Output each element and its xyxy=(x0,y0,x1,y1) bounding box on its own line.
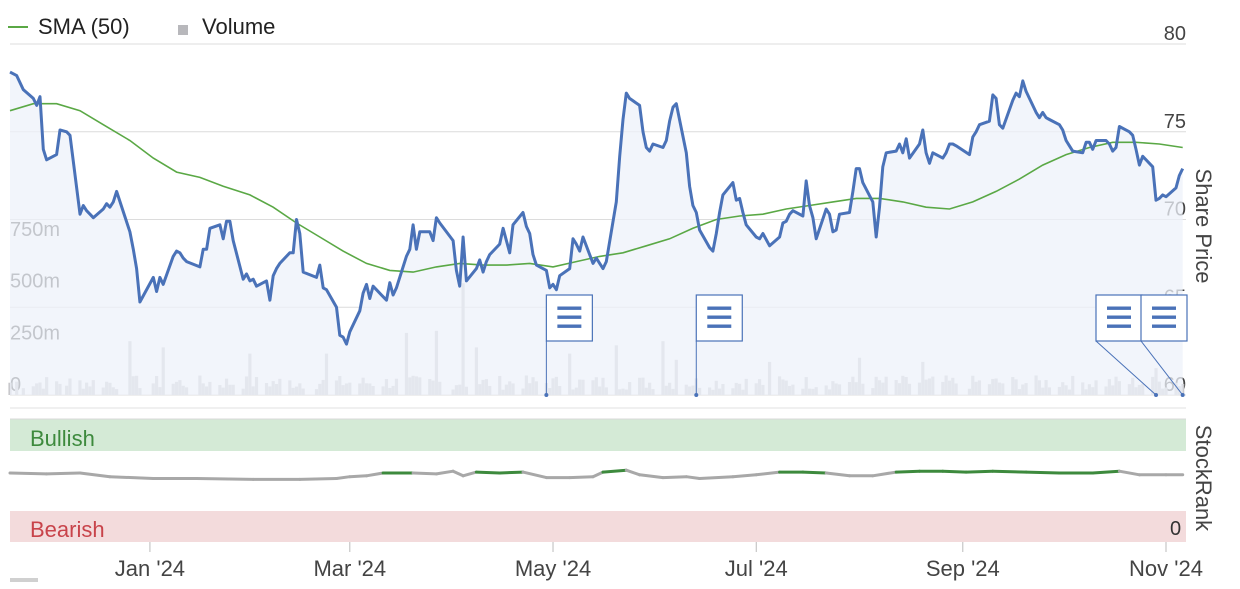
sma-line xyxy=(9,102,1183,273)
news-flag-icon xyxy=(1107,306,1131,328)
stockrank-segment xyxy=(8,471,49,476)
x-tick-label: Jul '24 xyxy=(725,556,788,581)
stockrank-segment xyxy=(348,474,368,479)
news-flag[interactable] xyxy=(694,294,743,397)
price-series xyxy=(9,70,1185,395)
stockrank-segment xyxy=(568,475,595,480)
news-flag-dot xyxy=(694,393,699,397)
news-flag-icon xyxy=(1152,306,1176,328)
news-flag[interactable] xyxy=(544,294,593,397)
share-price-axis-title: Share Price xyxy=(1191,169,1216,284)
stockrank-segment xyxy=(365,471,385,478)
legend-sma-label: SMA (50) xyxy=(38,14,130,39)
share-price-line xyxy=(9,70,1185,346)
stockrank-segment xyxy=(451,469,465,478)
news-flag-icon-bar xyxy=(1152,324,1176,328)
bearish-label: Bearish xyxy=(30,517,105,542)
stockrank-segment xyxy=(1117,469,1141,477)
news-flag-icon-bar xyxy=(1152,306,1176,310)
bullish-label: Bullish xyxy=(30,426,95,451)
chart-legend: SMA (50) Volume xyxy=(0,0,600,60)
stockrank-segment xyxy=(474,470,502,475)
news-flag-icon-bar xyxy=(707,315,732,319)
stockrank-segment xyxy=(801,470,828,475)
stockrank-segment xyxy=(461,470,478,478)
news-flag-icon-bar xyxy=(557,324,582,328)
stockrank-segment xyxy=(411,471,438,476)
news-flag-icon-bar xyxy=(557,315,582,319)
stockrank-segment xyxy=(684,475,702,480)
news-flag[interactable] xyxy=(1095,294,1159,397)
axis-labels: Bullish Bearish 0 Share Price StockRank xyxy=(30,169,1216,542)
news-flag-icon-bar xyxy=(1152,315,1176,319)
stockrank-segment xyxy=(108,475,155,480)
stockrank-segment xyxy=(991,469,1028,474)
news-flag-icon-bar xyxy=(707,306,732,310)
news-flag-icon-bar xyxy=(1107,324,1131,328)
stockrank-bands xyxy=(10,407,1186,542)
news-flag-stem xyxy=(1095,340,1157,396)
news-flag-icon-bar xyxy=(707,324,732,328)
bullish-band xyxy=(10,419,1186,451)
price-tick-label: 75 xyxy=(1164,111,1186,133)
stockrank-segment xyxy=(894,469,921,474)
x-tick-label: Mar '24 xyxy=(313,556,386,581)
stockrank-segment xyxy=(1024,470,1061,475)
stockrank-segment xyxy=(601,468,628,474)
stockrank-segment xyxy=(824,471,851,478)
volume-legend-square-icon xyxy=(178,25,188,35)
x-axis: Jan '24 Mar '24 May '24 Jul '24 Sep '24 Nov '… xyxy=(115,542,1203,581)
news-flag-icon-bar xyxy=(1107,315,1131,319)
news-flag-icon xyxy=(557,306,582,328)
bearish-band xyxy=(10,511,1186,542)
news-flag-icon xyxy=(707,306,732,328)
stockrank-segment xyxy=(591,470,605,479)
news-flag-dot xyxy=(1180,393,1185,397)
stockrank-segment xyxy=(941,469,968,474)
stockrank-segment xyxy=(195,477,255,481)
stockrank-segment xyxy=(1091,469,1121,475)
stockrank-segment xyxy=(754,470,782,477)
legend-volume-label: Volume xyxy=(202,14,276,39)
news-flag-icon-bar xyxy=(557,306,582,310)
x-tick-label: May '24 xyxy=(515,556,591,581)
stockrank-segment xyxy=(45,471,82,476)
stockrank-segment xyxy=(498,470,525,475)
stockrank-segment xyxy=(434,469,455,476)
stockrank-axis-title: StockRank xyxy=(1191,425,1216,532)
scroll-handle[interactable] xyxy=(10,578,38,582)
stockrank-series xyxy=(8,468,1185,481)
stockrank-segment xyxy=(638,473,665,480)
stockrank-segment xyxy=(698,475,735,480)
stockrank-segment xyxy=(335,475,352,480)
price-tick-label: 80 xyxy=(1164,23,1186,45)
stockrank-segment xyxy=(521,470,548,480)
news-flag-dot xyxy=(544,393,549,397)
stockrank-segment xyxy=(78,471,112,479)
news-flag-icon-bar xyxy=(1107,306,1131,310)
sma-legend-line-icon xyxy=(8,26,28,28)
stockrank-segment xyxy=(731,473,758,479)
news-flag-dot xyxy=(1154,393,1159,397)
stockrank-segment xyxy=(661,475,688,480)
legend-sma[interactable]: SMA (50) xyxy=(8,14,130,40)
news-flag-stem xyxy=(1140,340,1184,396)
stockrank-zero-label: 0 xyxy=(1170,518,1181,540)
stockrank-segment xyxy=(298,477,338,481)
news-flags xyxy=(544,294,1188,397)
news-flag[interactable] xyxy=(1140,294,1188,397)
stockrank-segment xyxy=(624,468,642,477)
x-tick-label: Nov '24 xyxy=(1129,556,1203,581)
stockrank-segment xyxy=(871,470,898,478)
legend-volume[interactable]: Volume xyxy=(178,14,275,40)
stockrank-segment xyxy=(964,469,995,474)
x-tick-label: Jan '24 xyxy=(115,556,185,581)
x-tick-label: Sep '24 xyxy=(926,556,1000,581)
